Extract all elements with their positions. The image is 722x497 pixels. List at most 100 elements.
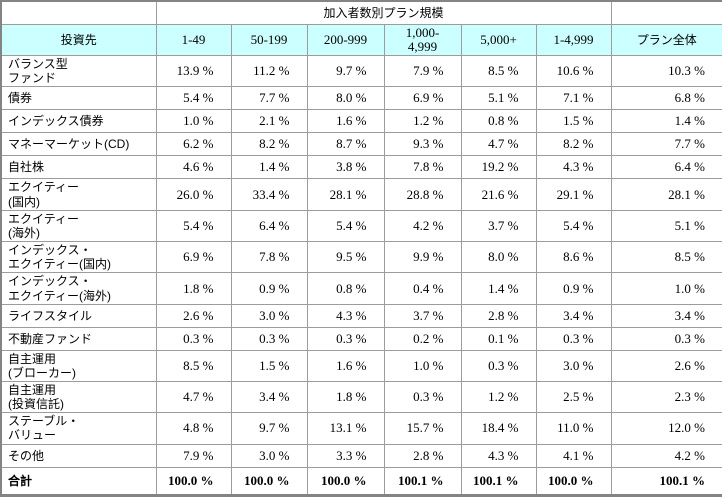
col-header-size-1-49: 1-49 [155,23,232,57]
value-cell: 3.4 % [610,303,722,328]
value-cell: 26.0 % [155,178,232,211]
col-header-size-1-4999: 1-4,999 [535,23,612,57]
value-cell: 19.2 % [460,155,537,180]
value-cell: 0.9 % [535,272,612,305]
value-cell: 4.2 % [383,209,462,243]
value-cell: 6.9 % [155,241,232,274]
table-row: ライフスタイル 2.6 % 3.0 % 4.3 % 3.7 % 2.8 % 3.4 % 3.4… [0,303,722,328]
value-cell: 11.2 % [230,55,308,88]
value-cell: 4.7 % [155,380,232,414]
value-cell: 8.2 % [230,132,308,157]
total-row: 合計 100.0 % 100.0 % 100.0 % 100.1 % 100.1 % 100… [0,466,722,496]
value-cell: 8.5 % [610,241,722,274]
value-cell: 1.5 % [230,349,308,382]
value-cell: 1.0 % [155,109,232,134]
value-cell: 8.5 % [155,349,232,382]
value-cell: 4.8 % [155,412,232,445]
value-cell: 28.1 % [306,178,385,211]
table-row: 自主運用 (ブローカー) 8.5 % 1.5 % 1.6 % 1.0 % 0.3 % 3.0… [0,349,722,382]
value-cell: 5.1 % [610,209,722,243]
table-row: エクイティー (海外) 5.4 % 6.4 % 5.4 % 4.2 % 3.7 % 5.4 … [0,209,722,243]
value-cell: 100.1 % [383,466,462,496]
row-label: 債券 [0,86,157,111]
value-cell: 21.6 % [460,178,537,211]
col-header-size-5000plus: 5,000+ [460,23,537,57]
value-cell: 1.8 % [155,272,232,305]
value-cell: 7.8 % [230,241,308,274]
table-row: 自主運用 (投資信託) 4.7 % 3.4 % 1.8 % 0.3 % 1.2 % 2.5 … [0,380,722,414]
table-row: その他 7.9 % 3.0 % 3.3 % 2.8 % 4.3 % 4.1 % 4.2 % [0,443,722,468]
value-cell: 100.1 % [460,466,537,496]
row-label: 自社株 [0,155,157,180]
table-row: 債券 5.4 % 7.7 % 8.0 % 6.9 % 5.1 % 7.1 % 6.8 % [0,86,722,111]
table-row: バランス型 ファンド 13.9 % 11.2 % 9.7 % 7.9 % 8.5 % 10.… [0,55,722,88]
value-cell: 3.4 % [230,380,308,414]
col-header-plan-overall: プラン全体 [610,23,722,57]
value-cell: 8.7 % [306,132,385,157]
value-cell: 1.0 % [383,349,462,382]
table-row: エクイティー (国内) 26.0 % 33.4 % 28.1 % 28.8 % 21.6 … [0,178,722,211]
table-row: インデックス・ エクイティー(国内) 6.9 % 7.8 % 9.5 % 9.9 % 8.… [0,241,722,274]
table-row: インデックス・ エクイティー(海外) 1.8 % 0.9 % 0.8 % 0.4 % 1.… [0,272,722,305]
value-cell: 1.5 % [535,109,612,134]
value-cell: 2.5 % [535,380,612,414]
row-label: インデックス・ エクイティー(海外) [0,272,157,305]
value-cell: 9.3 % [383,132,462,157]
value-cell: 2.8 % [383,443,462,468]
plan-size-span-header: 加入者数別プラン規模 [155,0,612,25]
value-cell: 8.0 % [306,86,385,111]
row-label: エクイティー (海外) [0,209,157,243]
col-header-investment: 投資先 [0,23,157,57]
value-cell: 0.3 % [383,380,462,414]
value-cell: 0.4 % [383,272,462,305]
value-cell: 9.7 % [230,412,308,445]
corner-cell-left [0,0,157,25]
value-cell: 1.2 % [460,380,537,414]
value-cell: 100.0 % [230,466,308,496]
value-cell: 1.4 % [610,109,722,134]
row-label: バランス型 ファンド [0,55,157,88]
value-cell: 100.0 % [535,466,612,496]
value-cell: 5.4 % [155,86,232,111]
value-cell: 28.8 % [383,178,462,211]
table-header: 加入者数別プラン規模 投資先 1-49 50-199 200-999 1,000… [0,0,722,57]
value-cell: 0.9 % [230,272,308,305]
value-cell: 5.4 % [535,209,612,243]
value-cell: 9.7 % [306,55,385,88]
value-cell: 3.4 % [535,303,612,328]
table-row: 自社株 4.6 % 1.4 % 3.8 % 7.8 % 19.2 % 4.3 % 6.4 % [0,155,722,180]
value-cell: 10.3 % [610,55,722,88]
value-cell: 0.3 % [306,326,385,351]
column-header-row: 投資先 1-49 50-199 200-999 1,000- 4,999 5,0… [0,23,722,57]
value-cell: 9.5 % [306,241,385,274]
value-cell: 3.0 % [535,349,612,382]
value-cell: 2.6 % [155,303,232,328]
value-cell: 6.2 % [155,132,232,157]
value-cell: 3.7 % [460,209,537,243]
value-cell: 8.0 % [460,241,537,274]
value-cell: 8.2 % [535,132,612,157]
value-cell: 12.0 % [610,412,722,445]
total-row-label: 合計 [0,466,157,496]
value-cell: 1.8 % [306,380,385,414]
row-label: ライフスタイル [0,303,157,328]
table-row: マネーマーケット(CD) 6.2 % 8.2 % 8.7 % 9.3 % 4.7 % 8.2… [0,132,722,157]
value-cell: 13.9 % [155,55,232,88]
value-cell: 1.6 % [306,349,385,382]
row-label: その他 [0,443,157,468]
value-cell: 13.1 % [306,412,385,445]
value-cell: 4.3 % [306,303,385,328]
row-label: 自主運用 (ブローカー) [0,349,157,382]
value-cell: 0.2 % [383,326,462,351]
value-cell: 1.2 % [383,109,462,134]
value-cell: 2.3 % [610,380,722,414]
value-cell: 4.3 % [535,155,612,180]
value-cell: 1.4 % [460,272,537,305]
value-cell: 29.1 % [535,178,612,211]
value-cell: 0.3 % [155,326,232,351]
value-cell: 6.4 % [230,209,308,243]
value-cell: 10.6 % [535,55,612,88]
value-cell: 0.1 % [460,326,537,351]
value-cell: 0.8 % [460,109,537,134]
value-cell: 8.6 % [535,241,612,274]
